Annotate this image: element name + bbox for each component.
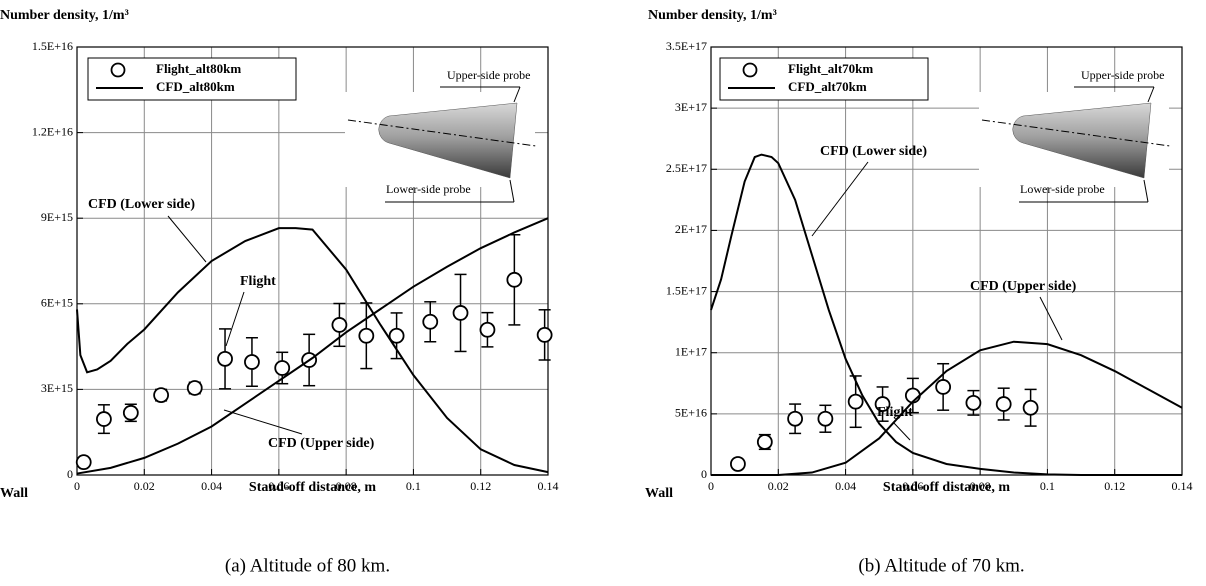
annotation: CFD (Lower side) bbox=[820, 144, 927, 159]
flight-point bbox=[452, 305, 469, 321]
cfd-line bbox=[711, 340, 1183, 476]
flight-point bbox=[217, 350, 233, 367]
legend-label: Flight_alt70km bbox=[788, 61, 873, 76]
flight-point bbox=[75, 454, 92, 471]
annotation-leader bbox=[892, 421, 911, 441]
probe-label: Upper-side probe bbox=[447, 68, 530, 82]
annotation-leader bbox=[167, 215, 207, 263]
cone bbox=[1012, 102, 1152, 179]
x-tick-label: 0 bbox=[74, 479, 80, 493]
legend-label: CFD_alt80km bbox=[156, 79, 235, 94]
annotation-leader bbox=[1039, 296, 1063, 341]
flight-point bbox=[730, 456, 746, 472]
flight-point bbox=[122, 404, 139, 421]
x-tick-label: 0.08 bbox=[970, 479, 991, 493]
y-tick-label: 1.5E+16 bbox=[32, 39, 73, 53]
flight-point bbox=[787, 410, 804, 427]
flight-point bbox=[847, 393, 864, 410]
flight-point bbox=[756, 434, 773, 450]
x-tick-label: 0.04 bbox=[201, 479, 222, 493]
legend-label: CFD_alt70km bbox=[788, 79, 867, 94]
x-tick-label: 0.02 bbox=[134, 479, 155, 493]
x-tick-label: 0.02 bbox=[768, 479, 789, 493]
cone bbox=[378, 102, 518, 179]
y-axis-label: Number density, 1/m³ bbox=[648, 8, 777, 23]
x-tick-label: 0.12 bbox=[470, 479, 491, 493]
y-tick-label: 6E+15 bbox=[41, 296, 73, 310]
y-tick-label: 2.5E+17 bbox=[666, 161, 707, 175]
y-tick-label: 5E+16 bbox=[675, 406, 707, 420]
caption: (a) Altitude of 80 km. bbox=[225, 555, 390, 576]
flight-point bbox=[96, 411, 112, 427]
x-tick-label: 0.06 bbox=[268, 479, 289, 493]
annotation: CFD (Lower side) bbox=[88, 197, 195, 212]
legend-label: Flight_alt80km bbox=[156, 61, 241, 76]
x-tick-label: 0 bbox=[708, 479, 714, 493]
annotation-leader bbox=[811, 161, 869, 237]
x-tick-label: 0.1 bbox=[406, 479, 421, 493]
annotation: Flight bbox=[877, 405, 913, 420]
y-tick-label: 3E+17 bbox=[675, 100, 707, 114]
probe-leader bbox=[1147, 86, 1155, 103]
flight-point bbox=[422, 313, 439, 330]
flight-point bbox=[244, 354, 260, 370]
x-tick-label: 0.14 bbox=[538, 479, 559, 493]
y-tick-label: 0 bbox=[67, 467, 73, 481]
probe-label: Upper-side probe bbox=[1081, 68, 1164, 82]
y-tick-label: 1E+17 bbox=[675, 344, 707, 358]
plot-frame bbox=[710, 46, 1183, 476]
y-tick-label: 1.2E+16 bbox=[32, 124, 73, 138]
x-tick-label: 0.1 bbox=[1040, 479, 1055, 493]
wall-label: Wall bbox=[645, 486, 673, 501]
probe-leader bbox=[513, 86, 521, 103]
annotation: Flight bbox=[240, 274, 276, 289]
flight-point bbox=[479, 321, 496, 338]
probe-leader bbox=[509, 179, 515, 203]
flight-point bbox=[536, 327, 553, 343]
plot-frame bbox=[76, 46, 549, 476]
x-axis-label: Stand-off distance, m bbox=[249, 480, 377, 495]
cfd-line bbox=[76, 217, 549, 475]
y-tick-label: 9E+15 bbox=[41, 210, 73, 224]
flight-point bbox=[1022, 399, 1039, 416]
probe-label: Lower-side probe bbox=[386, 182, 471, 196]
annotation: CFD (Upper side) bbox=[268, 436, 375, 451]
flight-point bbox=[506, 271, 523, 288]
flight-point bbox=[965, 394, 982, 411]
flight-point bbox=[817, 410, 834, 427]
y-tick-label: 1.5E+17 bbox=[666, 283, 707, 297]
flight-point bbox=[358, 327, 375, 344]
flight-point bbox=[153, 387, 170, 404]
flight-point bbox=[874, 396, 891, 412]
annotation: CFD (Upper side) bbox=[970, 279, 1077, 294]
flight-point bbox=[331, 317, 348, 333]
flight-point bbox=[388, 327, 405, 344]
y-tick-label: 3.5E+17 bbox=[666, 39, 707, 53]
flight-point bbox=[935, 379, 952, 395]
legend-marker bbox=[110, 62, 126, 78]
x-tick-label: 0.14 bbox=[1172, 479, 1193, 493]
y-tick-label: 0 bbox=[701, 467, 707, 481]
x-axis-label: Stand-off distance, m bbox=[883, 480, 1011, 495]
y-axis-label: Number density, 1/m³ bbox=[0, 8, 129, 23]
wall-label: Wall bbox=[0, 486, 28, 501]
x-tick-label: 0.06 bbox=[902, 479, 923, 493]
flight-point bbox=[995, 396, 1012, 412]
flight-point bbox=[274, 360, 291, 376]
x-tick-label: 0.04 bbox=[835, 479, 856, 493]
y-tick-label: 2E+17 bbox=[675, 222, 707, 236]
flight-point bbox=[186, 380, 203, 396]
cfd-line bbox=[76, 227, 549, 474]
probe-label: Lower-side probe bbox=[1020, 182, 1105, 196]
caption: (b) Altitude of 70 km. bbox=[858, 555, 1024, 576]
annotation-leader bbox=[225, 291, 245, 347]
y-tick-label: 3E+15 bbox=[41, 381, 73, 395]
x-tick-label: 0.08 bbox=[336, 479, 357, 493]
cfd-line bbox=[710, 153, 1182, 476]
annotation-leader bbox=[223, 409, 303, 435]
probe-leader bbox=[1143, 179, 1149, 203]
legend-marker bbox=[742, 62, 758, 78]
x-tick-label: 0.12 bbox=[1104, 479, 1125, 493]
